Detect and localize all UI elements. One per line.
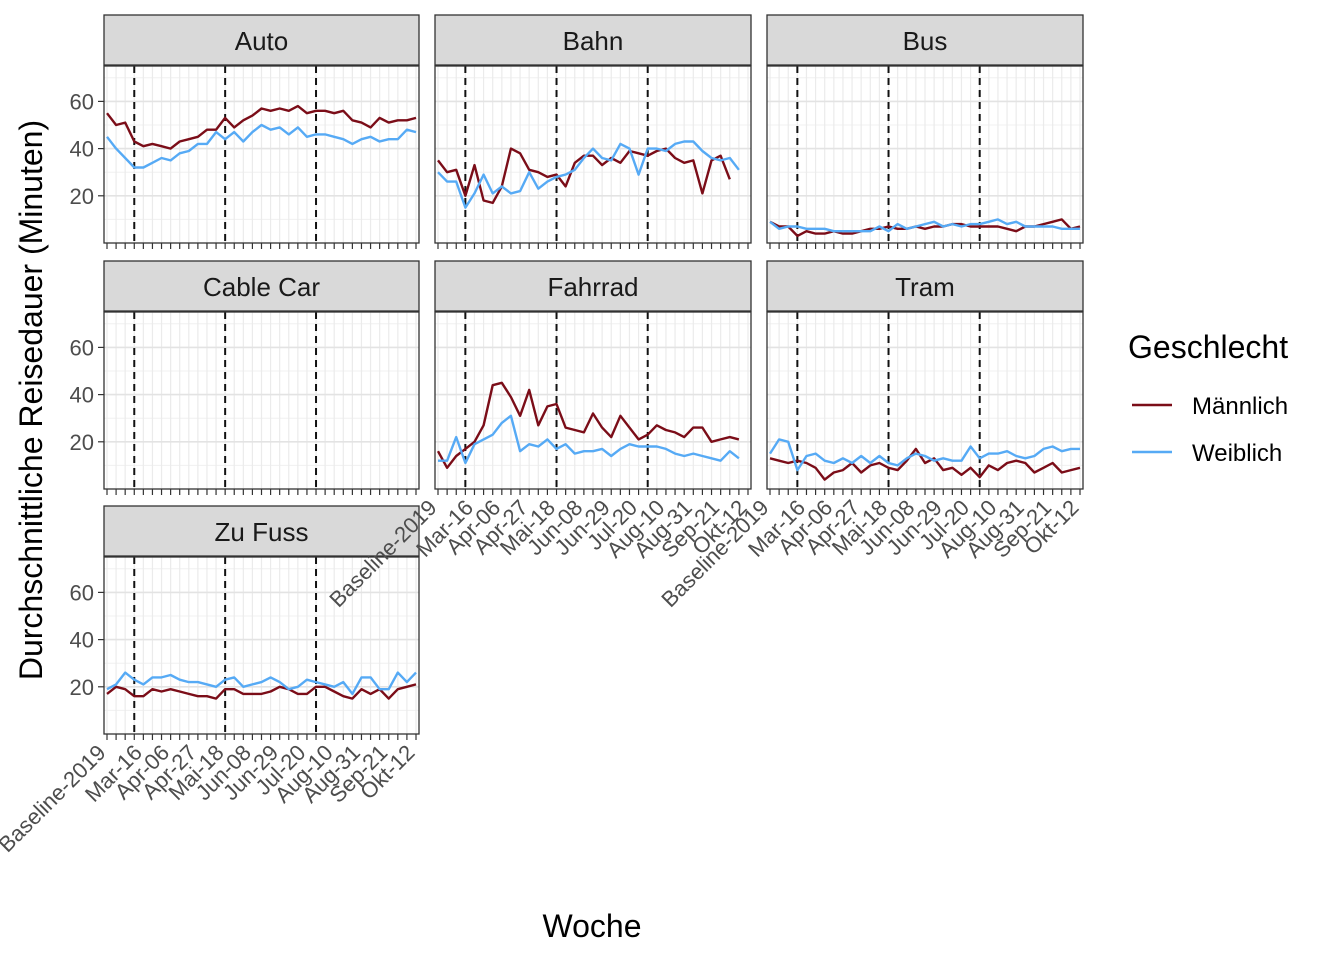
series-line-maennlich-zu-fuss	[106, 683, 417, 700]
y-tick-label: 20	[70, 184, 94, 209]
series-line-maennlich-fahrrad	[436, 381, 740, 469]
series-line-maennlich-auto	[106, 104, 417, 150]
y-tick-label: 40	[70, 383, 94, 408]
strip-label-tram: Tram	[895, 272, 955, 302]
facet-panels: Auto Bahn Bus Cable Car Fahrrad Tram Zu Fuss	[103, 14, 1084, 740]
panel-zu-fuss: Zu Fuss	[103, 505, 420, 740]
series-line-weiblich-zu-fuss	[106, 671, 417, 696]
series-line-weiblich-tram	[768, 438, 1080, 472]
legend-label-maennlich: Männlich	[1192, 393, 1288, 420]
y-tick-label: 60	[70, 580, 94, 605]
y-tick-label: 20	[70, 430, 94, 455]
strip-label-bahn: Bahn	[563, 26, 624, 56]
legend: Geschlecht Männlich Weiblich	[1128, 329, 1288, 467]
strip-tram	[766, 260, 1084, 312]
legend-title: Geschlecht	[1128, 329, 1288, 365]
panel-tram: Tram	[766, 260, 1084, 495]
y-tick-label: 60	[70, 335, 94, 360]
series-line-weiblich-fahrrad	[438, 414, 740, 465]
strip-bahn	[434, 14, 752, 66]
legend-label-weiblich: Weiblich	[1192, 440, 1282, 467]
strip-label-auto: Auto	[235, 26, 289, 56]
series-line-maennlich-bahn	[437, 147, 731, 205]
panel-fahrrad: Fahrrad	[434, 260, 752, 495]
series-line-weiblich-auto	[106, 123, 417, 169]
panel-auto: Auto	[103, 14, 420, 249]
strip-label-fahrrad: Fahrrad	[547, 272, 638, 302]
strip-label-zu-fuss: Zu Fuss	[215, 517, 309, 547]
y-tick-label: 40	[70, 628, 94, 653]
x-axis-title: Woche	[542, 908, 641, 944]
y-tick-label: 20	[70, 675, 94, 700]
y-axis-title: Durchschnittliche Reisedauer (Minuten)	[13, 120, 49, 680]
y-tick-label: 40	[70, 137, 94, 162]
strip-label-bus: Bus	[903, 26, 948, 56]
series-line-weiblich-bahn	[437, 140, 740, 209]
strip-cable-car	[103, 260, 420, 312]
strip-bus	[766, 14, 1084, 66]
strip-auto	[103, 14, 420, 66]
series-line-weiblich-bus	[769, 218, 1080, 233]
y-axes: 20 40 60 20 40 60 20 40 60	[70, 89, 104, 700]
strip-zu-fuss	[103, 505, 420, 557]
panel-bahn: Bahn	[434, 14, 752, 249]
strip-fahrrad	[434, 260, 752, 312]
strip-label-cable-car: Cable Car	[203, 272, 320, 302]
series-line-maennlich-tram	[769, 447, 1081, 481]
y-tick-label: 60	[70, 89, 94, 114]
panel-cable-car: Cable Car	[103, 260, 420, 495]
panel-bus: Bus	[766, 14, 1084, 249]
